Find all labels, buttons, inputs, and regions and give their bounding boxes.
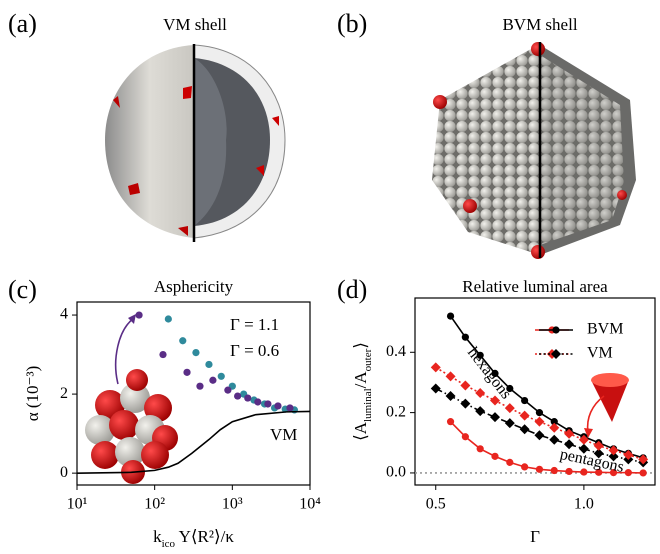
panel-label: (b) (337, 9, 367, 38)
marker (549, 435, 559, 445)
marker (565, 468, 572, 475)
marker (460, 399, 470, 409)
annotation: hexagons (464, 344, 515, 402)
marker (477, 445, 484, 452)
marker (580, 468, 587, 475)
axis-label: Γ (530, 527, 540, 546)
axis-label: kico Y⟨R²⟩/κ (153, 527, 234, 550)
marker (234, 392, 241, 399)
chart-title: Relative luminal area (462, 277, 608, 296)
figure: (a) VM shell (b) BVM shell (0, 0, 660, 554)
chart-title: Asphericity (154, 277, 234, 296)
axis-label-part: ⟩ (351, 342, 370, 349)
x-tick-label: 10³ (222, 496, 243, 513)
axis-label-part: α (10⁻³) (23, 366, 42, 422)
series-label: Γ = 1.1 (230, 315, 279, 334)
marker (536, 466, 543, 473)
x-tick-label: 10⁴ (299, 496, 321, 513)
panel-title: VM shell (163, 15, 227, 34)
legend-marker (552, 326, 559, 333)
cluster-inset (85, 314, 178, 484)
marker (490, 412, 500, 422)
series-label: VM (270, 425, 297, 444)
marker (534, 430, 544, 440)
axis-label-part: /A (351, 371, 370, 389)
marker (447, 312, 454, 319)
marker (179, 337, 186, 344)
marker (135, 311, 142, 318)
panel-label: (c) (8, 275, 37, 304)
marker (521, 463, 528, 470)
marker (462, 433, 469, 440)
marker (205, 361, 212, 368)
x-tick-label: 10² (144, 496, 165, 513)
series-label: Γ = 0.6 (230, 341, 279, 360)
marker (431, 362, 441, 372)
marker (274, 402, 281, 409)
marker (534, 417, 544, 427)
marker (264, 400, 271, 407)
marker (640, 469, 647, 476)
marker (521, 397, 528, 404)
page: (a) VM shell (b) BVM shell (0, 0, 660, 554)
marker (506, 459, 513, 466)
marker (551, 467, 558, 474)
axis-label-part: ico (162, 538, 176, 550)
cone-icon (584, 373, 629, 438)
y-tick-label: 4 (60, 306, 68, 323)
legend-label: BVM (587, 321, 623, 338)
marker (218, 373, 225, 380)
marker (520, 411, 530, 421)
y-tick-label: 0.4 (386, 343, 406, 360)
panel-label: (d) (337, 275, 367, 304)
bvm-shell-image (432, 42, 636, 259)
marker (446, 371, 456, 381)
y-tick-label: 0.0 (386, 464, 406, 481)
marker (447, 418, 454, 425)
marker (244, 394, 251, 401)
marker (196, 383, 203, 390)
marker (286, 404, 293, 411)
marker (505, 418, 515, 428)
marker (446, 391, 456, 401)
panel-title: BVM shell (502, 15, 577, 34)
marker (475, 406, 485, 416)
legend-label: VM (587, 345, 613, 362)
marker (460, 380, 470, 390)
marker (462, 334, 469, 341)
axis-label-part: Y⟨R²⟩/κ (175, 527, 234, 546)
marker (254, 398, 261, 405)
axis-label-part: ⟨A (351, 421, 370, 441)
marker (520, 424, 530, 434)
marker (165, 315, 172, 322)
marker (159, 351, 166, 358)
axis-label: α (10⁻³) (23, 366, 42, 422)
axis-label-part: outer (362, 348, 374, 371)
y-tick-label: 0.2 (386, 403, 406, 420)
axis-label-part: Γ (530, 527, 540, 546)
marker (536, 409, 543, 416)
x-tick-label: 0.5 (426, 496, 446, 513)
marker (475, 388, 485, 398)
marker (224, 387, 231, 394)
y-tick-label: 2 (60, 385, 68, 402)
y-tick-label: 0 (60, 464, 68, 481)
marker (491, 453, 498, 460)
axis-label: ⟨Aluminal/Aouter⟩ (351, 342, 374, 441)
marker (625, 469, 632, 476)
marker (505, 403, 515, 413)
axis-label-part: luminal (362, 388, 374, 422)
marker (192, 349, 199, 356)
x-tick-label: 1.0 (574, 496, 594, 513)
vm-shell-image (105, 44, 285, 242)
panel-label: (a) (8, 9, 37, 38)
marker (183, 369, 190, 376)
x-tick-label: 10¹ (67, 496, 88, 513)
marker (431, 383, 441, 393)
marker (209, 377, 216, 384)
